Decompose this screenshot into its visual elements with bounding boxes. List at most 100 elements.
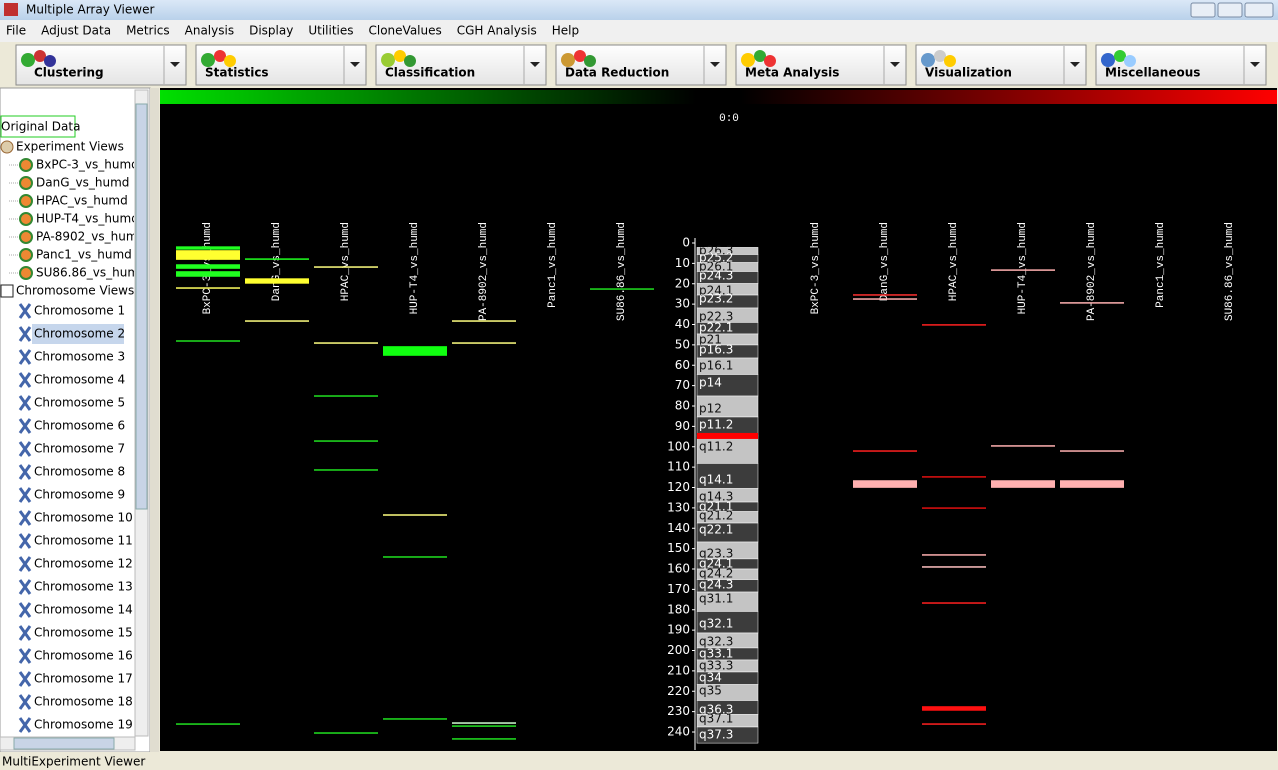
dropdown-arrow[interactable] bbox=[890, 62, 900, 67]
tree-node[interactable]: Chromosome 14 bbox=[34, 603, 133, 617]
dropdown-arrow[interactable] bbox=[710, 62, 720, 67]
tree-node[interactable]: Chromosome 10 bbox=[34, 511, 133, 525]
y-tick-label: 160 bbox=[667, 562, 690, 576]
menu-item[interactable]: Analysis bbox=[185, 24, 234, 38]
tree-node[interactable]: Chromosome 6 bbox=[34, 419, 125, 433]
y-tick-label: 20 bbox=[675, 276, 690, 290]
clone-mark bbox=[452, 722, 516, 724]
tree-node[interactable]: Chromosome 4 bbox=[34, 373, 125, 387]
title-bar bbox=[0, 0, 1278, 20]
y-tick-label: 60 bbox=[675, 358, 690, 372]
menu-item[interactable]: File bbox=[6, 24, 26, 38]
menu-item[interactable]: Adjust Data bbox=[41, 24, 111, 38]
tree-node[interactable]: Chromosome 3 bbox=[34, 350, 125, 364]
y-tick-label: 190 bbox=[667, 623, 690, 637]
chromosome-icon bbox=[18, 372, 32, 388]
dropdown-arrow[interactable] bbox=[170, 62, 180, 67]
clone-mark bbox=[922, 566, 986, 568]
toolbar-button[interactable] bbox=[915, 44, 1087, 86]
cytoband-label: p26.1 bbox=[699, 260, 733, 274]
minimize-button[interactable] bbox=[1190, 2, 1216, 18]
menu-item[interactable]: Metrics bbox=[126, 24, 170, 38]
tree-node[interactable]: DanG_vs_humd bbox=[36, 176, 129, 190]
splitter[interactable] bbox=[150, 88, 159, 752]
tree-node[interactable]: Chromosome 17 bbox=[34, 672, 133, 686]
chromosome-icon bbox=[18, 326, 32, 342]
tree-node[interactable]: Chromosome 12 bbox=[34, 557, 133, 571]
cytoband-label: q32.1 bbox=[699, 617, 733, 631]
tree-node[interactable]: Chromosome 5 bbox=[34, 396, 125, 410]
tree-node[interactable]: Experiment Views bbox=[16, 140, 124, 154]
column-header: HUP-T4_vs_humd bbox=[1017, 222, 1029, 314]
maximize-button[interactable] bbox=[1217, 2, 1243, 18]
toolbar-button[interactable] bbox=[555, 44, 727, 86]
chromosome-icon bbox=[18, 303, 32, 319]
tree-node[interactable]: Chromosome 7 bbox=[34, 442, 125, 456]
column-header: SU86.86_vs_humd bbox=[616, 222, 628, 321]
tree-node[interactable]: Original Data bbox=[1, 120, 80, 134]
y-tick-label: 80 bbox=[675, 399, 690, 413]
clone-mark bbox=[853, 480, 917, 488]
tree-node[interactable]: Chromosome 18 bbox=[34, 695, 133, 709]
dropdown-arrow[interactable] bbox=[350, 62, 360, 67]
toolbar-button[interactable] bbox=[375, 44, 547, 86]
tree-node[interactable]: Chromosome 2 bbox=[34, 327, 125, 341]
tree-node[interactable]: Chromosome 13 bbox=[34, 580, 133, 594]
cytoband-label: p21 bbox=[699, 332, 722, 346]
window-controls[interactable] bbox=[1190, 2, 1274, 18]
tree-node[interactable]: Chromosome 8 bbox=[34, 465, 125, 479]
tree-node[interactable]: Chromosome 11 bbox=[34, 534, 133, 548]
button-icon bbox=[754, 50, 766, 62]
experiment-icon bbox=[19, 212, 33, 226]
toolbar-button[interactable] bbox=[735, 44, 907, 86]
menu-item[interactable]: Help bbox=[552, 24, 579, 38]
clone-mark bbox=[383, 514, 447, 516]
toolbar-button[interactable] bbox=[15, 44, 187, 86]
cytoband-label: q23.3 bbox=[699, 546, 733, 560]
scroll-thumb[interactable] bbox=[13, 737, 115, 750]
clone-mark bbox=[176, 340, 240, 342]
tree-node[interactable]: Chromosome 16 bbox=[34, 649, 133, 663]
experiment-icon bbox=[19, 230, 33, 244]
tree-node[interactable]: Chromosome 19 bbox=[34, 718, 133, 732]
tree-node[interactable]: HPAC_vs_humd bbox=[36, 194, 128, 208]
menu-item[interactable]: CloneValues bbox=[369, 24, 442, 38]
button-icon bbox=[224, 55, 236, 67]
dropdown-arrow[interactable] bbox=[1250, 62, 1260, 67]
tree-node[interactable]: HUP-T4_vs_humd bbox=[36, 212, 139, 226]
clone-mark bbox=[245, 258, 309, 260]
scroll-thumb[interactable] bbox=[135, 103, 148, 510]
clone-mark bbox=[176, 287, 240, 289]
toolbar-button[interactable] bbox=[195, 44, 367, 86]
chromosome-icon bbox=[18, 579, 32, 595]
clone-mark bbox=[176, 250, 240, 260]
tree-node[interactable]: Panc1_vs_humd bbox=[36, 248, 132, 262]
cytoband-label: p16.1 bbox=[699, 359, 733, 373]
chromosome-icon bbox=[18, 648, 32, 664]
tree-node[interactable]: Chromosome Views bbox=[16, 284, 134, 298]
column-header: DanG_vs_humd bbox=[271, 222, 283, 301]
close-button[interactable] bbox=[1244, 2, 1274, 18]
tree-node[interactable]: BxPC-3_vs_humd bbox=[36, 158, 139, 172]
column-header: HPAC_vs_humd bbox=[340, 222, 352, 301]
tree-node[interactable]: Chromosome 9 bbox=[34, 488, 125, 502]
menu-item[interactable]: CGH Analysis bbox=[457, 24, 537, 38]
dropdown-arrow[interactable] bbox=[1070, 62, 1080, 67]
dropdown-arrow[interactable] bbox=[530, 62, 540, 67]
tree-node[interactable]: Chromosome 1 bbox=[34, 304, 125, 318]
tree-node[interactable]: PA-8902_vs_humd bbox=[36, 230, 145, 244]
toolbar-button[interactable] bbox=[1095, 44, 1267, 86]
y-tick-label: 220 bbox=[667, 684, 690, 698]
tree-node[interactable]: Chromosome 15 bbox=[34, 626, 133, 640]
menu-item[interactable]: Utilities bbox=[308, 24, 353, 38]
menu-item[interactable]: Display bbox=[249, 24, 293, 38]
clone-mark bbox=[452, 725, 516, 727]
chromosome-icon bbox=[18, 671, 32, 687]
tree-node[interactable]: SU86.86_vs_humd bbox=[36, 266, 147, 280]
cytoband-label: p22.1 bbox=[699, 320, 733, 334]
button-icon bbox=[21, 53, 35, 67]
toolbar-label: Classification bbox=[385, 66, 475, 80]
button-icon bbox=[394, 50, 406, 62]
cytoband-label: q11.2 bbox=[699, 439, 733, 453]
cytoband-label: q31.1 bbox=[699, 591, 733, 605]
